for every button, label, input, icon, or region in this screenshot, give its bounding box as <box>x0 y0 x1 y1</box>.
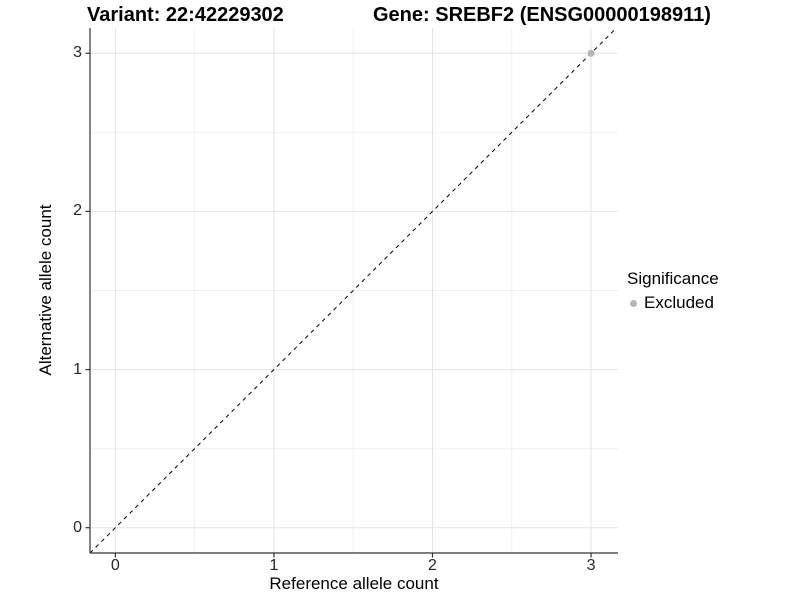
y-tick-label: 3 <box>73 44 82 62</box>
y-tick-label: 1 <box>73 360 82 378</box>
gene-title: Gene: SREBF2 (ENSG00000198911) <box>373 4 711 26</box>
legend-items: Excluded <box>627 293 719 313</box>
y-tick-label: 2 <box>73 202 82 220</box>
x-tick-label: 0 <box>110 557 120 574</box>
legend-point-icon <box>630 299 637 307</box>
variant-title: Variant: 22:42229302 <box>87 4 284 26</box>
y-tick-label: 0 <box>73 518 82 536</box>
y-axis-title: Alternative allele count <box>36 204 55 376</box>
legend-item: Excluded <box>627 293 719 313</box>
identity-line <box>89 27 617 554</box>
legend-title: Significance <box>627 269 719 288</box>
x-tick-label: 1 <box>269 557 279 574</box>
legend-item-label: Excluded <box>644 293 714 312</box>
x-axis-title: Reference allele count <box>269 574 439 593</box>
x-tick-label: 2 <box>428 557 437 574</box>
x-tick-label: 3 <box>586 557 596 574</box>
data-point <box>587 49 595 57</box>
legend: Significance Excluded <box>627 269 719 313</box>
